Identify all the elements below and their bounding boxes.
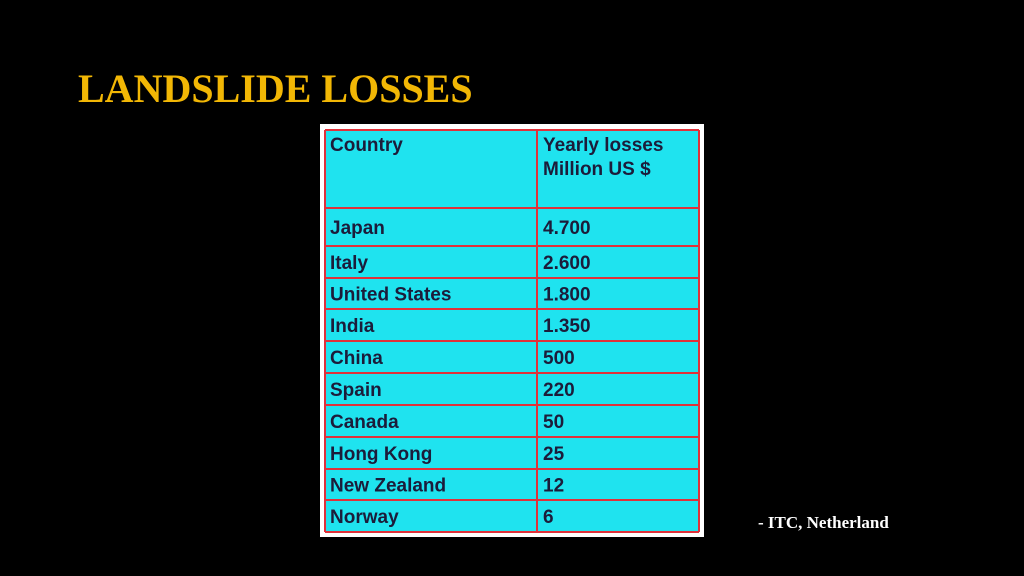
loss-cell: 500	[543, 348, 575, 369]
country-cell: China	[330, 348, 383, 369]
loss-cell: 25	[543, 444, 565, 465]
country-cell: Japan	[330, 218, 385, 239]
table-background	[325, 130, 699, 532]
loss-cell: 12	[543, 476, 564, 497]
loss-cell: 1.800	[543, 285, 591, 306]
country-cell: Hong Kong	[330, 444, 432, 465]
loss-cell: 2.600	[543, 253, 591, 274]
loss-cell: 6	[543, 507, 554, 528]
slide-title: LANDSLIDE LOSSES	[78, 66, 473, 111]
country-cell: Italy	[330, 253, 368, 274]
country-cell: Spain	[330, 380, 382, 401]
header-line: Million US $	[543, 159, 651, 180]
loss-cell: 220	[543, 380, 575, 401]
country-cell: New Zealand	[330, 476, 446, 497]
source-note: - ITC, Netherland	[758, 513, 889, 532]
loss-cell: 1.350	[543, 316, 591, 337]
column-header: Country	[330, 135, 403, 156]
table: Country Yearly losses Million US $ Japan 4.7…	[324, 129, 700, 533]
country-cell: Norway	[330, 507, 399, 528]
country-cell: Canada	[330, 412, 399, 433]
header-line: Country	[330, 135, 403, 156]
column-header: Yearly losses Million US $	[543, 135, 663, 180]
loss-cell: 50	[543, 412, 564, 433]
header-line: Yearly losses	[543, 135, 663, 156]
country-cell: India	[330, 316, 375, 337]
country-cell: United States	[330, 285, 451, 306]
loss-cell: 4.700	[543, 218, 591, 239]
